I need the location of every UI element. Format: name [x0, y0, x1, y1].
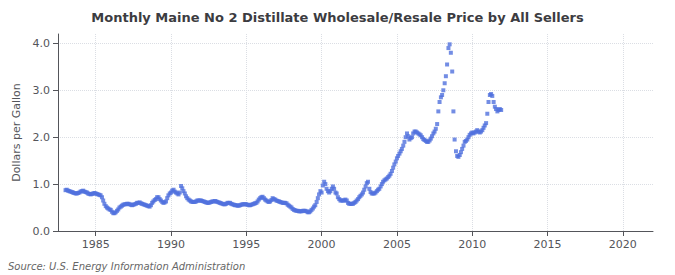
svg-text:1995: 1995 [232, 238, 260, 251]
svg-text:2.0: 2.0 [33, 131, 51, 144]
svg-text:4.0: 4.0 [33, 37, 51, 50]
svg-text:1990: 1990 [157, 238, 185, 251]
svg-text:3.0: 3.0 [33, 84, 51, 97]
svg-text:1.0: 1.0 [33, 178, 51, 191]
svg-text:0.0: 0.0 [33, 225, 51, 238]
svg-text:2010: 2010 [458, 238, 486, 251]
svg-text:Monthly Maine No 2 Distillate: Monthly Maine No 2 Distillate Wholesale/… [91, 10, 584, 25]
svg-text:2020: 2020 [609, 238, 637, 251]
svg-text:2005: 2005 [383, 238, 411, 251]
svg-text:Dollars per Gallon: Dollars per Gallon [10, 83, 23, 182]
svg-text:2000: 2000 [308, 238, 336, 251]
svg-text:2015: 2015 [534, 238, 562, 251]
svg-text:Source: U.S. Energy Informatio: Source: U.S. Energy Information Administ… [8, 261, 245, 272]
svg-text:1985: 1985 [82, 238, 110, 251]
